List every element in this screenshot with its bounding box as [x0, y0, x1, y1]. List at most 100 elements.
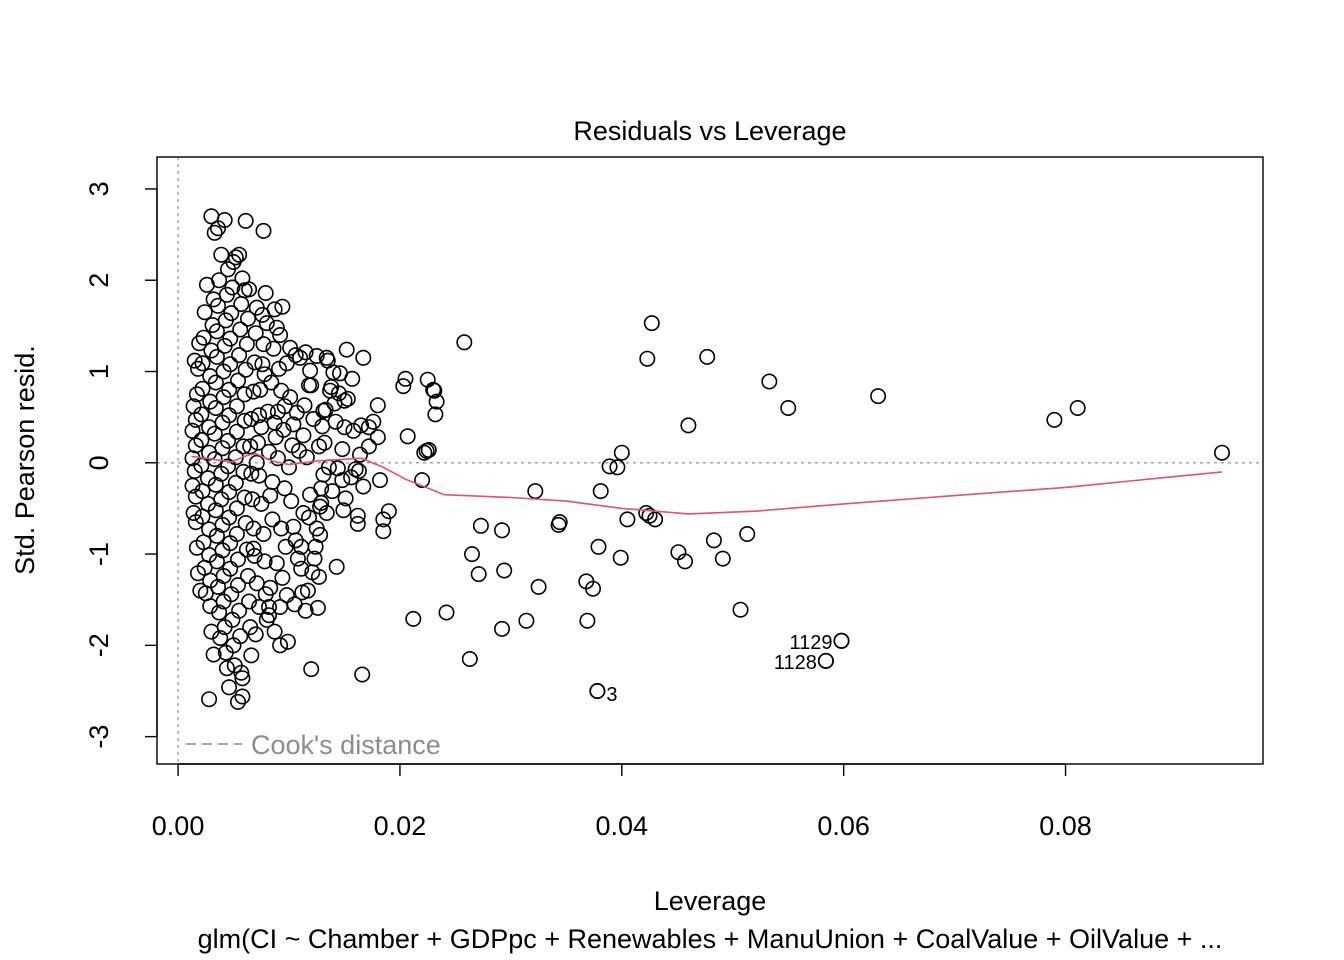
data-point: [299, 582, 316, 599]
data-point: [613, 444, 630, 461]
data-point: [347, 461, 364, 478]
data-point: [238, 336, 255, 353]
data-point: [292, 349, 309, 366]
data-point: [253, 495, 270, 512]
data-point: [339, 390, 356, 407]
data-point: [518, 612, 535, 629]
data-point: [870, 388, 887, 405]
data-point: [438, 604, 455, 621]
data-point: [318, 504, 335, 521]
data-point: [193, 431, 210, 448]
data-point: [310, 568, 327, 585]
data-point: [254, 356, 271, 373]
data-point: [194, 380, 211, 397]
chart-title: Residuals vs Leverage: [573, 116, 846, 146]
data-point: [670, 544, 687, 561]
data-point: [416, 444, 433, 461]
data-point: [578, 573, 595, 590]
data-point: [276, 398, 293, 415]
data-point: [217, 644, 234, 661]
data-point: [365, 413, 382, 430]
data-point: [609, 459, 626, 476]
data-point: [369, 397, 386, 414]
data-point: [428, 393, 445, 410]
data-point: [242, 438, 259, 455]
data-point: [237, 361, 254, 378]
data-point: [204, 316, 221, 333]
data-point: [205, 291, 222, 308]
data-point: [259, 403, 276, 420]
data-point: [1069, 399, 1086, 416]
labeled-point: [833, 632, 850, 649]
data-point: [275, 421, 292, 438]
data-point: [278, 355, 295, 372]
data-point: [185, 504, 202, 521]
data-point: [241, 593, 258, 610]
data-point: [289, 550, 306, 567]
data-point: [314, 418, 331, 435]
data-point: [309, 599, 326, 616]
data-point: [278, 587, 295, 604]
data-point: [761, 373, 778, 390]
y-axis: -3 -2 -1 0 1 2 3: [84, 181, 158, 749]
y-axis-label: Std. Pearson resid.: [10, 345, 40, 575]
data-point: [248, 575, 265, 592]
data-point: [297, 344, 314, 361]
data-point: [550, 516, 567, 533]
data-point: [343, 469, 360, 486]
data-point: [472, 517, 489, 534]
data-point: [273, 520, 290, 537]
data-point: [255, 336, 272, 353]
x-tick-label: 0.08: [1039, 811, 1092, 841]
data-point: [243, 647, 260, 664]
data-point: [308, 347, 325, 364]
data-point: [203, 208, 220, 225]
data-point: [245, 540, 262, 557]
data-point: [380, 503, 397, 520]
data-point: [235, 438, 252, 455]
data-point: [414, 472, 431, 489]
data-point: [335, 502, 352, 519]
data-point: [397, 370, 414, 387]
data-point: [233, 664, 250, 681]
legend-cooks-label: Cook's distance: [251, 730, 441, 760]
data-point: [220, 261, 237, 278]
data-point: [282, 389, 299, 406]
data-point: [527, 483, 544, 500]
data-point: [184, 477, 201, 494]
data-point: [240, 567, 257, 584]
data-point: [185, 398, 202, 415]
data-point: [243, 410, 260, 427]
data-point: [260, 598, 277, 615]
data-point: [202, 393, 219, 410]
data-point: [319, 352, 336, 369]
data-point: [258, 315, 275, 332]
data-point: [265, 340, 282, 357]
data-point: [463, 546, 480, 563]
points-layer: [184, 208, 1231, 710]
data-point: [303, 377, 320, 394]
data-point: [243, 465, 260, 482]
data-point: [272, 637, 289, 654]
data-point: [780, 399, 797, 416]
data-point: [639, 350, 656, 367]
data-point: [427, 406, 444, 423]
data-point: [327, 413, 344, 430]
y-tick-label: 2: [84, 273, 114, 288]
data-point: [425, 381, 442, 398]
data-point: [234, 688, 251, 705]
data-point: [194, 355, 211, 372]
data-point: [246, 354, 263, 371]
data-point: [324, 483, 341, 500]
data-point: [590, 538, 607, 555]
data-point: [285, 518, 302, 535]
data-point: [328, 558, 345, 575]
data-point: [192, 582, 209, 599]
data-point: [285, 416, 302, 433]
data-point: [405, 610, 422, 627]
data-point: [187, 488, 204, 505]
data-point: [375, 523, 392, 540]
data-point: [237, 212, 254, 229]
data-point: [418, 442, 435, 459]
data-point: [619, 511, 636, 528]
